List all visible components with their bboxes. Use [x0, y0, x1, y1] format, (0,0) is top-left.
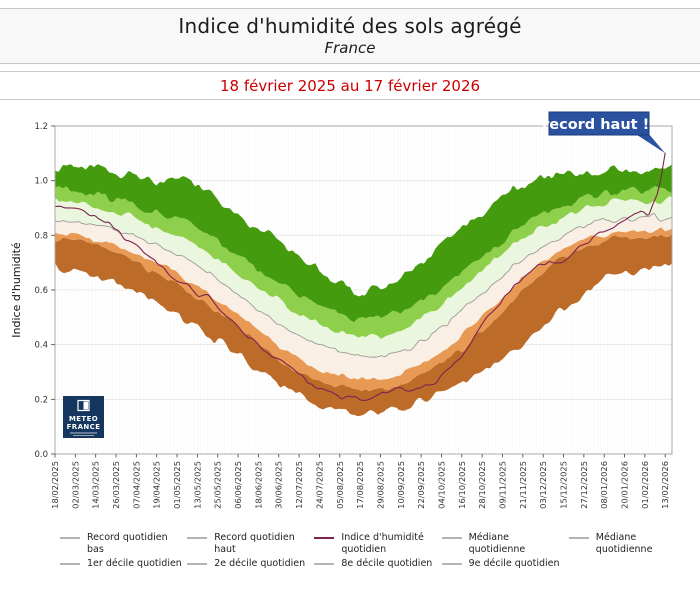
x-tick-label: 13/05/2025 — [192, 461, 202, 509]
page-title: Indice d'humidité des sols agrégé — [178, 14, 522, 38]
y-axis-label: Indice d'humidité — [10, 242, 23, 338]
x-tick-label: 16/10/2025 — [457, 461, 467, 509]
x-tick-label: 12/07/2025 — [294, 461, 304, 509]
record-annotation-text: record haut !! — [542, 117, 656, 133]
svg-text:FRANCE: FRANCE — [67, 423, 101, 431]
legend-label: Indice d'humidité quotidien — [341, 532, 424, 555]
x-tick-label: 28/10/2025 — [477, 461, 487, 509]
x-tick-label: 04/10/2025 — [436, 461, 446, 509]
y-tick-label: 1.2 — [34, 122, 48, 132]
x-tick-label: 05/08/2025 — [335, 461, 345, 509]
x-tick-label: 08/01/2026 — [599, 461, 609, 509]
legend: Record quotidien bas 1er décile quotidien… — [0, 528, 700, 570]
legend-item: Record quotidien bas — [60, 532, 183, 556]
x-tick-label: 29/08/2025 — [375, 461, 385, 509]
x-tick-label: 17/08/2025 — [355, 461, 365, 509]
x-tick-label: 10/09/2025 — [396, 461, 406, 509]
svg-text:METEO: METEO — [69, 415, 98, 423]
x-tick-label: 13/02/2026 — [660, 461, 670, 509]
legend-label: 1er décile quotidien — [87, 557, 182, 569]
x-tick-label: 15/12/2025 — [559, 461, 569, 509]
legend-swatch — [568, 537, 589, 539]
x-tick-label: 27/12/2025 — [579, 461, 589, 509]
x-tick-label: 22/09/2025 — [416, 461, 426, 509]
legend-label: Médiane quotidienne — [468, 532, 526, 555]
soil-moisture-chart: 0.0 0.2 0.4 0.6 0.8 1.0 1.2 18/02/2025 02/03/202… — [10, 111, 673, 509]
x-tick-label: 01/02/2026 — [640, 461, 650, 509]
legend-swatch — [441, 537, 462, 539]
legend-label: 8e décile quotidien — [341, 557, 433, 569]
period-text: 18 février 2025 au 17 février 2026 — [219, 77, 481, 95]
legend-label: 2e décile quotidien — [214, 557, 306, 569]
legend-item: Médiane quotidienne — [441, 532, 565, 556]
legend-swatch — [187, 537, 208, 539]
legend-item: 9e décile quotidien — [441, 557, 565, 570]
record-annotation: record haut !! — [542, 111, 666, 154]
legend-item: 1er décile quotidien — [60, 558, 183, 570]
x-tick-label: 30/06/2025 — [274, 461, 284, 509]
legend-item: 2e décile quotidien — [187, 558, 310, 570]
legend-item: Indice d'humidité quotidien — [314, 532, 437, 556]
y-tick-label: 1.0 — [34, 177, 48, 187]
page-subtitle: France — [324, 39, 376, 57]
legend-swatch — [441, 562, 462, 565]
legend-item: 8e décile quotidien — [314, 558, 437, 570]
legend-item: Médiane quotidienne — [568, 532, 692, 556]
x-tick-label: 03/12/2025 — [538, 461, 548, 509]
x-tick-label: 06/06/2025 — [233, 461, 243, 509]
period-box: 18 février 2025 au 17 février 2026 — [0, 71, 700, 100]
legend-label: Record quotidien haut — [214, 532, 295, 555]
y-tick-label: 0.6 — [34, 286, 48, 296]
legend-label: 9e décile quotidien — [468, 557, 560, 569]
x-tick-label: 20/01/2026 — [620, 461, 630, 509]
x-tick-label: 24/07/2025 — [314, 461, 324, 509]
x-tick-label: 07/04/2025 — [131, 461, 141, 509]
legend-label: Médiane quotidienne — [595, 532, 653, 555]
chart-area: 0.0 0.2 0.4 0.6 0.8 1.0 1.2 18/02/2025 02/03/202… — [0, 100, 700, 528]
legend-swatch — [314, 537, 335, 539]
x-tick-label: 02/03/2025 — [70, 461, 80, 509]
chart-header: Indice d'humidité des sols agrégé France — [0, 8, 700, 64]
x-tick-label: 25/05/2025 — [213, 461, 223, 509]
y-tick-label: 0.0 — [34, 450, 48, 460]
indice-line — [55, 152, 666, 401]
legend-swatch — [60, 537, 80, 539]
x-tick-label: 01/05/2025 — [172, 461, 182, 509]
y-tick-label: 0.8 — [34, 231, 48, 241]
x-tick-label: 18/02/2025 — [50, 461, 60, 509]
legend-swatch — [314, 562, 335, 565]
x-tick-label: 18/06/2025 — [253, 461, 263, 509]
y-tick-label: 0.4 — [34, 341, 48, 351]
x-tick-label: 19/04/2025 — [152, 461, 162, 509]
y-tick-label: 0.2 — [34, 395, 48, 405]
legend-swatch — [187, 562, 208, 565]
legend-item: Record quotidien haut — [187, 532, 310, 556]
legend-swatch — [60, 562, 80, 565]
legend-label: Record quotidien bas — [87, 532, 168, 555]
x-tick-label: 26/03/2025 — [111, 461, 121, 509]
x-tick-label: 09/11/2025 — [497, 461, 507, 509]
x-tick-label: 14/03/2025 — [91, 461, 101, 509]
x-tick-label: 21/11/2025 — [518, 461, 528, 509]
